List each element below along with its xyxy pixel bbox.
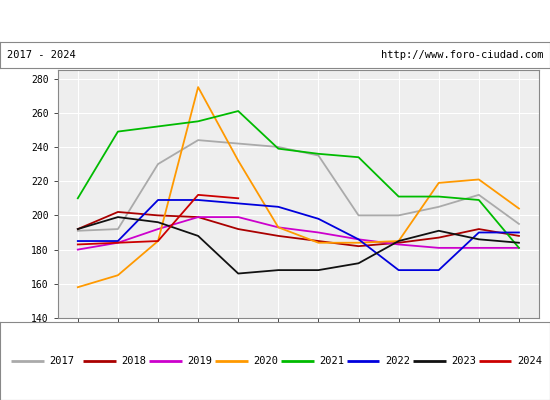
Text: 2021: 2021 (319, 356, 344, 366)
Text: 2018: 2018 (121, 356, 146, 366)
Text: 2017: 2017 (50, 356, 74, 366)
Text: 2017 - 2024: 2017 - 2024 (7, 50, 75, 60)
Text: 2024: 2024 (517, 356, 542, 366)
Text: 2020: 2020 (253, 356, 278, 366)
Text: Evolucion del paro registrado en Setenil de las Bodegas: Evolucion del paro registrado en Setenil… (55, 14, 495, 28)
Text: 2023: 2023 (451, 356, 476, 366)
Text: 2022: 2022 (385, 356, 410, 366)
Text: 2019: 2019 (187, 356, 212, 366)
Text: http://www.foro-ciudad.com: http://www.foro-ciudad.com (381, 50, 543, 60)
